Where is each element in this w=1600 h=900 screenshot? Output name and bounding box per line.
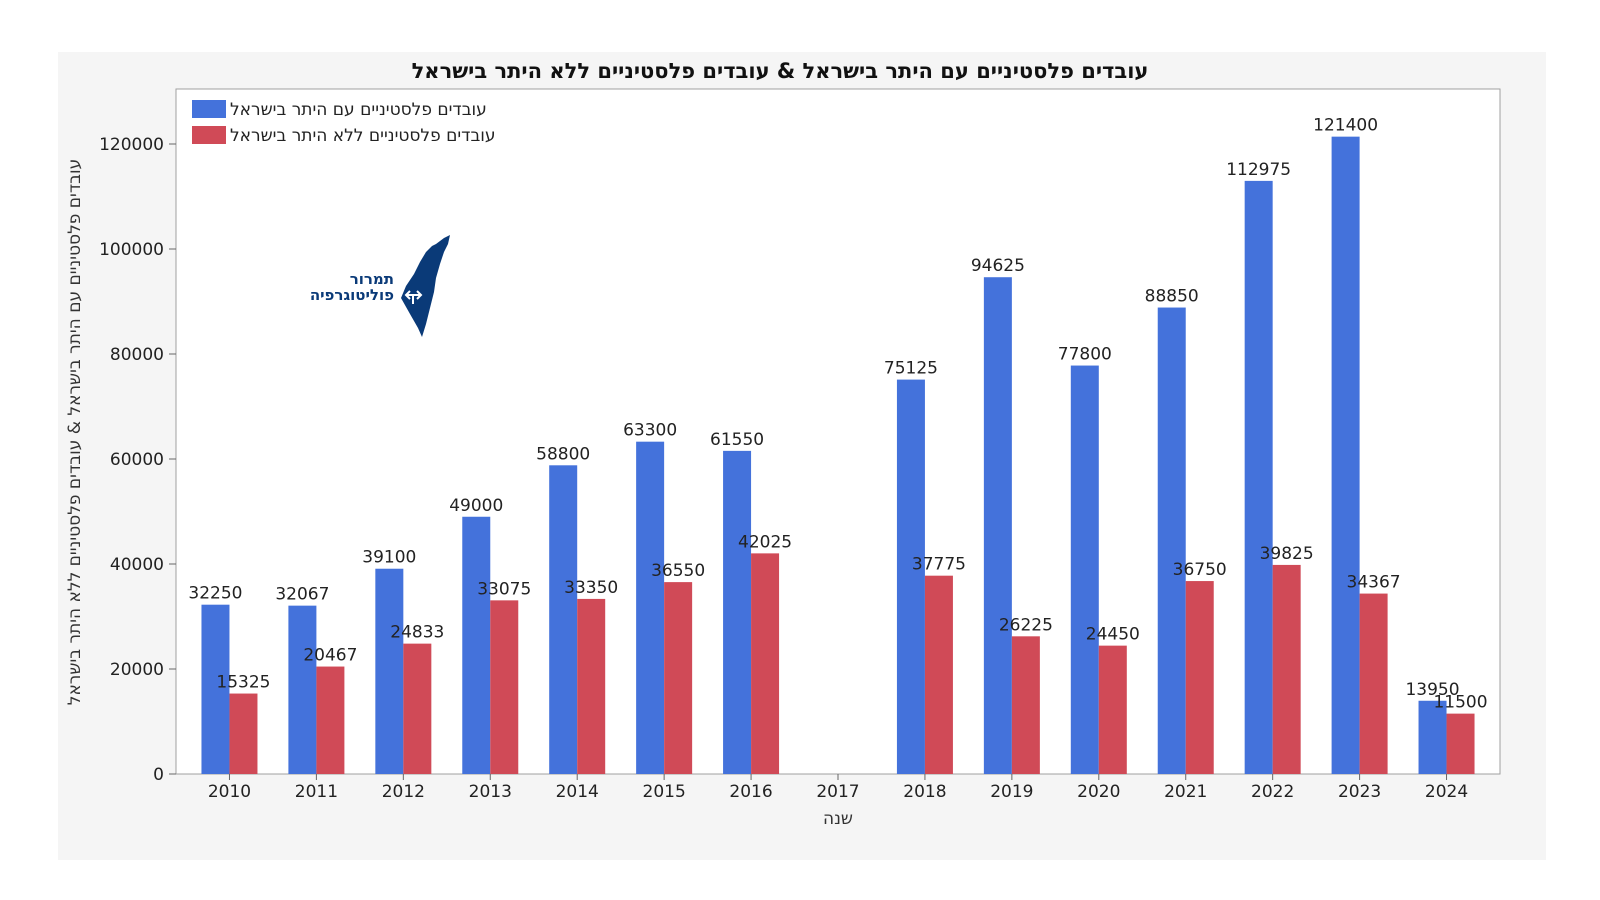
bar-no-permit [229,693,258,774]
bar-no-permit [1359,593,1388,774]
data-label-no-permit: 36550 [651,561,705,581]
legend-swatch-permit [192,100,226,118]
y-tick-label: 120000 [99,135,164,155]
data-label-permit: 63300 [623,421,677,441]
x-axis-label: שנה [823,809,853,829]
bar-permit [1157,307,1186,774]
data-label-no-permit: 37775 [912,555,966,575]
data-label-no-permit: 15325 [216,673,270,693]
x-tick-label: 2019 [990,782,1033,802]
y-tick-label: 20000 [110,660,164,680]
x-tick-label: 2010 [208,782,251,802]
x-tick-label: 2014 [556,782,599,802]
bar-no-permit [1098,645,1127,774]
bar-permit [723,450,752,774]
bar-no-permit [1185,581,1214,774]
data-label-no-permit: 34367 [1347,573,1401,593]
legend-swatch-no-permit [192,126,226,144]
logo-line1: תמרור [350,270,394,288]
bar-permit [636,441,665,774]
x-tick-label: 2021 [1164,782,1207,802]
y-tick-label: 40000 [110,555,164,575]
x-tick-label: 2013 [469,782,512,802]
x-tick-label: 2017 [816,782,859,802]
y-tick-label: 80000 [110,345,164,365]
data-label-no-permit: 33075 [477,579,531,599]
x-tick-label: 2022 [1251,782,1294,802]
bar-permit [375,568,404,774]
logo: תמרור פוליטוגרפיה [310,235,450,337]
data-label-no-permit: 24833 [390,623,444,643]
legend-label-permit: עובדים פלסטיניים עם היתר בישראל [230,100,487,120]
chart-frame: עובדים פלסטיניים עם היתר בישראל & עובדים… [58,52,1546,860]
x-tick-label: 2015 [643,782,686,802]
data-label-permit: 58800 [536,444,590,464]
bar-permit [1418,700,1447,774]
data-label-permit: 13950 [1405,680,1459,700]
data-label-permit: 77800 [1058,345,1112,365]
data-label-no-permit: 39825 [1260,544,1314,564]
data-label-permit: 32250 [188,584,242,604]
logo-sign-icon [404,290,423,304]
bar-no-permit [664,582,693,774]
x-tick-label: 2023 [1338,782,1381,802]
bar-permit [896,379,925,774]
bar-no-permit [1011,636,1040,774]
data-label-no-permit: 11500 [1433,693,1487,713]
x-tick-label: 2016 [729,782,772,802]
data-label-permit: 112975 [1226,160,1291,180]
data-label-permit: 121400 [1313,116,1378,136]
y-tick-label: 0 [153,765,164,785]
bar-permit [462,516,491,774]
bar-no-permit [1272,564,1301,774]
x-tick-label: 2011 [295,782,338,802]
israel-map-icon [401,235,450,337]
logo-line2: פוליטוגרפיה [310,286,394,304]
data-label-no-permit: 42025 [738,532,792,552]
y-tick-label: 60000 [110,450,164,470]
bar-permit [288,605,317,774]
y-tick-label: 100000 [99,240,164,260]
data-label-permit: 75125 [884,359,938,379]
bar-no-permit [577,598,606,774]
data-label-no-permit: 20467 [303,646,357,666]
plot-area [175,88,1501,775]
x-tick-label: 2024 [1425,782,1468,802]
x-axis: 2010 2011 2012 2013 2014 2015 2016 2017 2018 2019… [208,774,1468,802]
bar-permit [983,277,1012,774]
data-label-permit: 88850 [1145,287,1199,307]
bar-permit [201,604,230,774]
bar-permit [1244,180,1273,775]
bar-permit [549,465,578,774]
data-label-permit: 61550 [710,430,764,450]
data-label-permit: 94625 [971,256,1025,276]
bar-no-permit [1446,713,1475,774]
x-tick-label: 2018 [903,782,946,802]
data-label-no-permit: 24450 [1086,625,1140,645]
chart: עובדים פלסטיניים עם היתר בישראל & עובדים… [65,59,1501,829]
bar-no-permit [490,600,519,774]
data-label-permit: 49000 [449,496,503,516]
bar-no-permit [316,666,345,774]
x-tick-label: 2012 [382,782,425,802]
bar-permit [1070,365,1099,774]
bar-no-permit [924,575,953,774]
y-axis: 0 20000 40000 60000 80000 100000 120000 [99,135,176,785]
legend-label-no-permit: עובדים פלסטיניים ללא היתר בישראל [230,126,496,146]
bar-permit [1331,136,1360,774]
data-label-permit: 39100 [362,548,416,568]
data-label-no-permit: 33350 [564,578,618,598]
data-label-permit: 32067 [275,585,329,605]
x-tick-label: 2020 [1077,782,1120,802]
bar-no-permit [751,553,780,774]
legend: עובדים פלסטיניים עם היתר בישראל עובדים פ… [192,100,496,146]
chart-title: עובדים פלסטיניים עם היתר בישראל & עובדים… [412,59,1149,83]
bars: 32250 15325 32067 20467 39100 24833 49000 33075… [188,116,1488,775]
bar-no-permit [403,643,432,774]
y-axis-label: עובדים פלסטיניים עם היתר בישראל & עובדים… [65,159,85,705]
data-label-no-permit: 26225 [999,615,1053,635]
data-label-no-permit: 36750 [1173,560,1227,580]
